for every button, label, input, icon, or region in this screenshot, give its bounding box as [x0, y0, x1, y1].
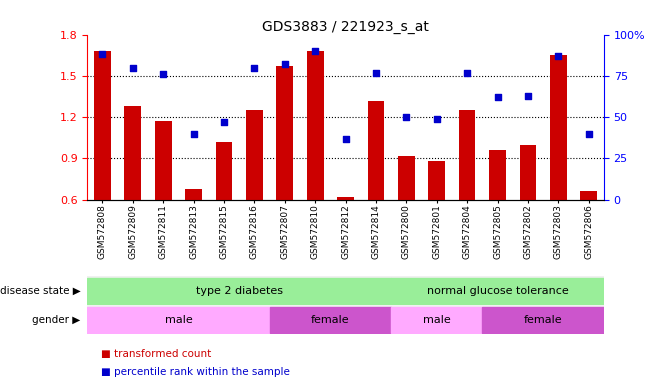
Bar: [368, 101, 384, 200]
Bar: [276, 66, 293, 200]
Point: [492, 94, 503, 100]
Text: female: female: [524, 314, 562, 325]
Text: gender ▶: gender ▶: [32, 314, 81, 325]
Point: [158, 71, 168, 77]
Point: [279, 61, 290, 67]
Bar: [87, 278, 391, 304]
Text: male: male: [164, 314, 193, 325]
Bar: [307, 51, 323, 200]
Text: disease state ▶: disease state ▶: [0, 286, 81, 296]
Point: [340, 136, 351, 142]
Point: [462, 70, 472, 76]
Point: [553, 53, 564, 59]
Title: GDS3883 / 221923_s_at: GDS3883 / 221923_s_at: [262, 20, 429, 33]
Text: ■ percentile rank within the sample: ■ percentile rank within the sample: [101, 366, 289, 377]
Bar: [87, 307, 270, 333]
Bar: [391, 307, 482, 333]
Text: type 2 diabetes: type 2 diabetes: [196, 286, 282, 296]
Point: [189, 131, 199, 137]
Text: normal glucose tolerance: normal glucose tolerance: [427, 286, 568, 296]
Bar: [155, 121, 172, 200]
Text: female: female: [311, 314, 350, 325]
Point: [523, 93, 533, 99]
Bar: [489, 150, 506, 200]
Bar: [519, 145, 536, 200]
Bar: [550, 55, 567, 200]
Point: [310, 48, 321, 54]
Bar: [580, 191, 597, 200]
Bar: [215, 142, 232, 200]
Bar: [338, 197, 354, 200]
Point: [431, 116, 442, 122]
Bar: [246, 110, 263, 200]
Bar: [428, 161, 445, 200]
Point: [370, 70, 381, 76]
Bar: [391, 278, 604, 304]
Point: [583, 131, 594, 137]
Bar: [94, 51, 111, 200]
Bar: [270, 307, 391, 333]
Bar: [398, 156, 415, 200]
Point: [97, 51, 108, 58]
Point: [401, 114, 412, 120]
Bar: [482, 307, 604, 333]
Bar: [124, 106, 141, 200]
Point: [219, 119, 229, 125]
Bar: [185, 189, 202, 200]
Text: male: male: [423, 314, 451, 325]
Point: [127, 65, 138, 71]
Bar: [459, 110, 476, 200]
Text: ■ transformed count: ■ transformed count: [101, 349, 211, 359]
Point: [249, 65, 260, 71]
